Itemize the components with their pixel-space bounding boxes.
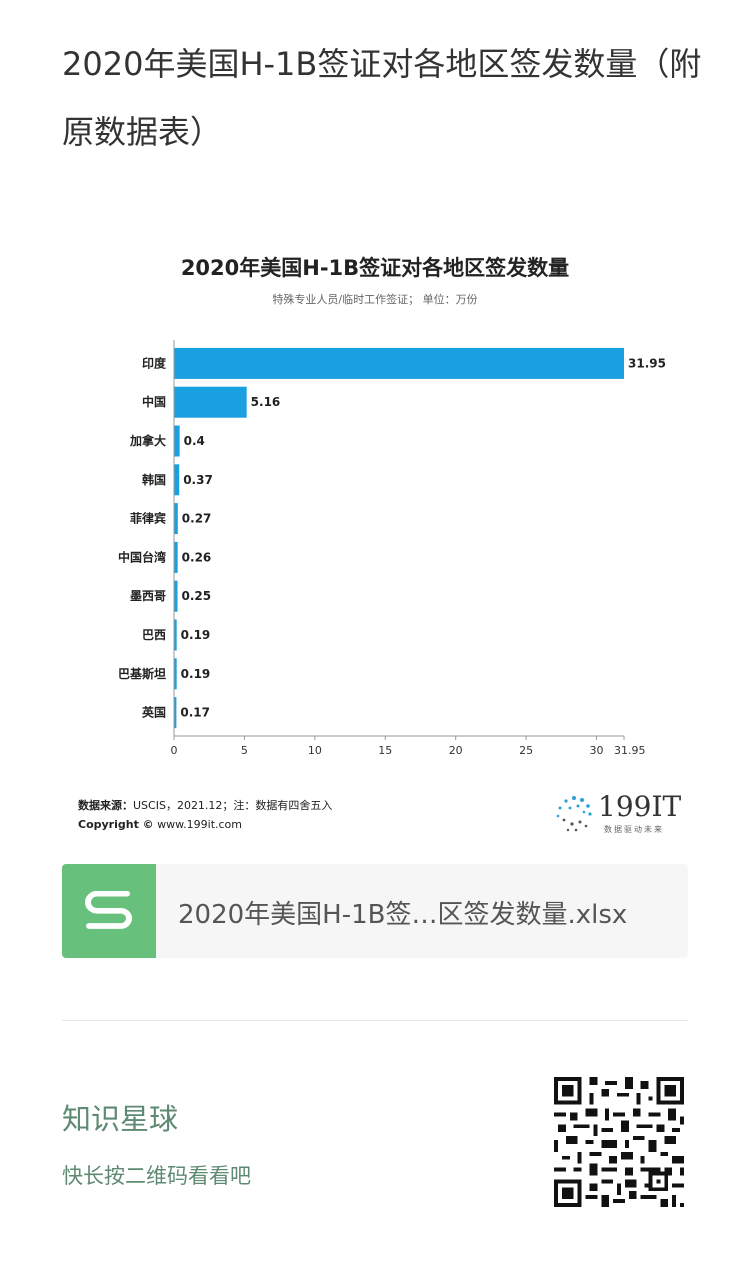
page-title: 2020年美国H-1B签证对各地区签发数量（附原数据表） [62, 45, 702, 151]
chart-card: 2020年美国H-1B签证对各地区签发数量 特殊专业人员/临时工作签证； 单位：… [62, 238, 688, 838]
category-label: 菲律宾 [130, 511, 166, 526]
logo-dots-icon [556, 796, 592, 832]
data-label: 0.4 [184, 434, 205, 448]
data-label: 31.95 [628, 356, 666, 370]
bar [174, 697, 177, 729]
bar-chart: 印度 31.95 中国 5.16 加拿大 0.4 韩国 0.37 菲律宾 0.27 中国台湾 0.26… [118, 340, 666, 757]
bar [174, 619, 177, 651]
x-tick-label: 30 [590, 744, 604, 757]
qr-code[interactable] [553, 1077, 685, 1207]
category-label: 印度 [142, 355, 167, 370]
data-source: 数据来源：USCIS，2021.12；注：数据有四舍五入 [78, 797, 332, 813]
copyright: Copyright © www.199it.com [78, 818, 242, 831]
site-logo: 199IT 数据驱动未来 [552, 790, 692, 838]
promo-title: 知识星球 [62, 1102, 179, 1136]
logo-subtext: 数据驱动未来 [604, 825, 664, 834]
file-name: 2020年美国H-1B签…区签发数量.xlsx [178, 900, 628, 930]
x-tick-label: 0 [171, 744, 178, 757]
category-label: 中国台湾 [118, 549, 166, 564]
bar [174, 503, 178, 535]
data-label: 0.37 [183, 473, 213, 487]
chart-subtitle: 特殊专业人员/临时工作签证； 单位：万份 [272, 293, 478, 306]
bar [174, 658, 177, 690]
category-label: 韩国 [142, 472, 166, 487]
source-label: 数据来源： [78, 799, 133, 812]
logo-text: 199IT [598, 790, 682, 823]
data-label: 0.27 [182, 512, 212, 526]
bar [174, 464, 180, 496]
bar [174, 347, 624, 379]
category-label: 加拿大 [129, 433, 166, 448]
category-label: 中国 [142, 394, 166, 409]
category-label: 巴基斯坦 [118, 666, 166, 681]
source-text: USCIS，2021.12；注：数据有四舍五入 [133, 799, 333, 812]
category-label: 英国 [142, 705, 166, 720]
promo-subtitle: 快长按二维码看看吧 [62, 1164, 251, 1188]
x-tick-label: 5 [241, 744, 248, 757]
data-label: 0.19 [181, 628, 211, 642]
x-tick-label: 25 [519, 744, 533, 757]
x-tick-label: 10 [308, 744, 322, 757]
copyright-text: www.199it.com [153, 818, 242, 831]
data-label: 5.16 [251, 395, 281, 409]
x-tick-label: 20 [449, 744, 463, 757]
category-label: 墨西哥 [130, 589, 166, 603]
x-tick-label: 15 [378, 744, 392, 757]
data-label: 0.26 [182, 550, 212, 564]
data-label: 0.25 [182, 589, 212, 603]
copyright-label: Copyright © [78, 818, 154, 831]
chart-title: 2020年美国H-1B签证对各地区签发数量 [180, 256, 570, 280]
divider [62, 1020, 688, 1021]
data-label: 0.19 [181, 667, 211, 681]
category-label: 巴西 [142, 628, 166, 642]
spreadsheet-s-icon [62, 864, 156, 958]
x-tick-label: 31.95 [614, 744, 646, 757]
data-label: 0.17 [180, 706, 210, 720]
bar [174, 541, 178, 573]
bar [174, 425, 180, 457]
bar [174, 386, 247, 418]
file-attachment[interactable]: 2020年美国H-1B签…区签发数量.xlsx [62, 864, 688, 958]
bar [174, 580, 178, 612]
